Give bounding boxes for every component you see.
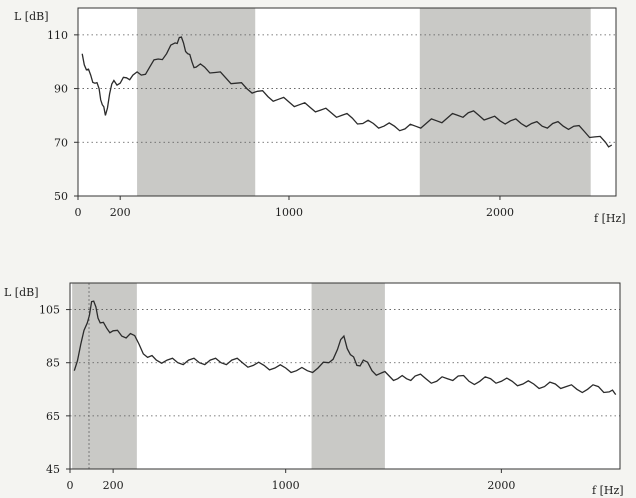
shaded-band-1 [311, 283, 385, 469]
y-tick-label: 85 [46, 357, 60, 370]
top-x-axis-label: f [Hz] [594, 212, 626, 225]
x-tick-label: 2000 [487, 479, 515, 492]
y-tick-label: 65 [46, 410, 60, 423]
x-tick-label: 200 [103, 479, 124, 492]
x-tick-label: 1000 [272, 479, 300, 492]
bottom-y-ticks: 45 65 85 105 [39, 304, 70, 476]
y-tick-label: 110 [47, 29, 68, 42]
y-tick-label: 90 [54, 83, 68, 96]
bottom-spectrum-chart: 45 65 85 105 0 200 1000 2000 L [dB] f [Hz] [4, 282, 624, 497]
bottom-x-ticks: 0 200 1000 2000 [67, 469, 515, 492]
bottom-y-axis-label: L [dB] [4, 286, 39, 299]
shaded-band-0 [72, 283, 137, 469]
y-tick-label: 70 [54, 136, 68, 149]
bottom-spectrum-line [73, 300, 617, 395]
y-tick-label: 105 [39, 304, 60, 317]
x-tick-label: 200 [110, 206, 131, 219]
top-spectrum-chart: 50 70 90 110 0 200 1000 2000 L [dB] f [Hz] [14, 7, 626, 225]
bottom-x-axis-label: f [Hz] [592, 484, 624, 497]
top-x-ticks: 0 200 1000 2000 [75, 196, 514, 219]
top-spectrum-line [81, 36, 613, 148]
y-tick-label: 50 [54, 190, 68, 203]
shaded-band-1 [419, 8, 591, 196]
bottom-shaded-bands [72, 283, 385, 469]
bottom-gridlines [70, 309, 620, 417]
x-tick-label: 0 [75, 206, 82, 219]
x-tick-label: 0 [67, 479, 74, 492]
y-tick-label: 45 [46, 463, 60, 476]
top-plot-frame [77, 7, 617, 197]
top-shaded-bands [137, 8, 591, 196]
top-y-axis-label: L [dB] [14, 10, 49, 23]
top-y-ticks: 50 70 90 110 [47, 29, 78, 203]
bottom-plot-frame [69, 282, 621, 470]
x-tick-label: 2000 [486, 206, 514, 219]
x-tick-label: 1000 [275, 206, 303, 219]
shaded-band-0 [137, 8, 256, 196]
